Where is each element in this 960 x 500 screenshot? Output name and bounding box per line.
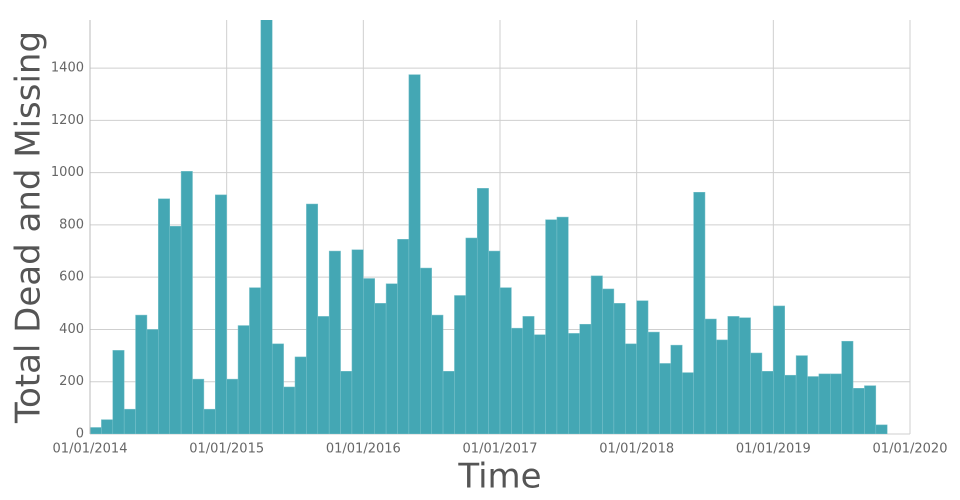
bar: [385, 283, 398, 434]
y-tick-label: 1400: [51, 61, 84, 76]
bar: [363, 278, 375, 434]
bar: [875, 424, 888, 434]
bar: [454, 295, 467, 434]
bar: [192, 378, 205, 434]
bar: [613, 303, 626, 434]
bar: [283, 386, 296, 434]
bar: [647, 331, 660, 434]
bar: [841, 340, 854, 434]
bar: [351, 249, 364, 434]
y-tick-label: 0: [76, 427, 84, 442]
y-axis-label: Total Dead and Missing: [9, 31, 49, 424]
bar: [180, 171, 193, 434]
bar: [260, 20, 273, 434]
y-tick-label: 1200: [51, 113, 84, 128]
x-tick-label: 01/01/2015: [189, 442, 264, 457]
bar: [101, 419, 114, 434]
bar: [340, 371, 353, 434]
bar: [237, 325, 250, 434]
bar: [693, 191, 706, 434]
bar: [579, 323, 592, 434]
bar: [545, 219, 558, 434]
bar: [420, 267, 432, 434]
y-tick-label: 1000: [51, 165, 84, 180]
x-tick-label: 01/01/2020: [873, 442, 948, 457]
bar: [556, 216, 569, 434]
x-tick-label: 01/01/2018: [599, 442, 674, 457]
bar: [112, 350, 125, 434]
bar: [465, 237, 478, 434]
bar: [864, 385, 877, 434]
bar: [488, 250, 501, 434]
bar: [522, 316, 535, 434]
bar: [818, 373, 831, 434]
bar: [670, 344, 683, 434]
bar: [727, 316, 740, 434]
bar: [146, 329, 159, 434]
bar: [830, 373, 842, 434]
bar: [625, 343, 637, 434]
bar: [249, 287, 262, 434]
bar: [374, 303, 387, 434]
bar: [659, 363, 672, 434]
bar: [636, 300, 649, 434]
bar: [716, 339, 729, 434]
x-axis-label: Time: [457, 457, 541, 497]
bars: [90, 20, 888, 434]
x-tick-label: 01/01/2016: [326, 442, 401, 457]
bar: [317, 316, 330, 434]
bar: [431, 314, 444, 434]
bar: [852, 388, 865, 434]
x-tick-label: 01/01/2017: [463, 442, 538, 457]
bar: [773, 305, 785, 434]
x-tick-label: 01/01/2019: [736, 442, 811, 457]
bar: [476, 188, 489, 434]
y-tick-label: 600: [59, 270, 84, 285]
bar: [761, 371, 774, 434]
bar: [442, 371, 455, 434]
bar: [203, 408, 216, 434]
bar: [533, 334, 546, 434]
bar: [499, 287, 512, 434]
bar: [408, 74, 421, 434]
bar: [397, 239, 410, 434]
bar: [306, 203, 319, 434]
bar: [795, 355, 808, 434]
bar: [590, 275, 603, 434]
y-tick-label: 200: [59, 374, 84, 389]
bar: [704, 318, 717, 434]
bar: [90, 427, 102, 434]
y-tick-label: 800: [59, 217, 84, 232]
bar: [738, 317, 751, 434]
x-tick-label: 01/01/2014: [53, 442, 128, 457]
bar: [602, 288, 615, 434]
bar: [568, 333, 580, 434]
bar: [784, 374, 797, 434]
bar: [226, 378, 239, 434]
bar: [750, 352, 763, 434]
bar: [169, 225, 182, 434]
bar: [681, 372, 694, 434]
bar: [135, 314, 148, 434]
bar: [123, 408, 136, 434]
bar: [158, 198, 170, 434]
bar: [215, 194, 227, 434]
bar: [271, 343, 284, 434]
y-tick-label: 400: [59, 322, 84, 337]
bar: [511, 327, 524, 434]
bar: [328, 250, 341, 434]
bar: [294, 356, 307, 434]
bar: [807, 376, 820, 434]
